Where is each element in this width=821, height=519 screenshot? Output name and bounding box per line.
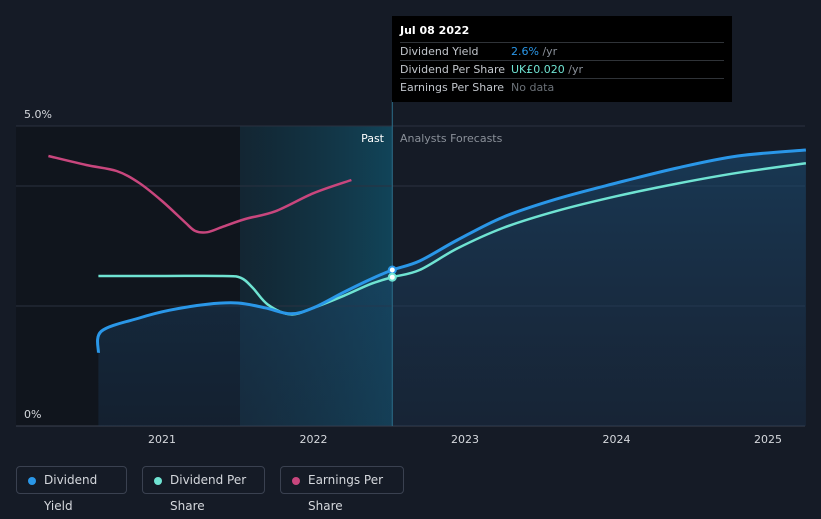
x-tick-label: 2022 [300,433,328,446]
tooltip-row-earnings-per-share: Earnings Per Share No data [400,78,724,96]
tooltip-date: Jul 08 2022 [400,24,470,37]
forecast-label: Analysts Forecasts [400,132,503,145]
x-axis-ticks: 2021 2022 2023 2024 2025 [148,433,782,446]
tooltip-label: Dividend Yield [400,45,479,58]
tooltip-unit: /yr [538,45,558,58]
dividend-yield-line [96,148,807,354]
x-tick-label: 2021 [148,433,176,446]
dividend-per-share-line [98,161,807,316]
chart: 5.0% 0% Past Analysts Forecasts 2021 2022… [16,100,807,446]
earnings-per-share-line [48,154,352,234]
legend-dot-icon [28,477,36,485]
legend-item-dividend-yield[interactable]: Dividend Yield [16,466,127,513]
tooltip-row-dividend-per-share: Dividend Per Share UK£0.020 /yr [400,60,724,78]
dividend-per-share-marker[interactable] [387,272,397,282]
y-tick-label-top: 5.0% [24,108,52,121]
tooltip-value: No data [511,81,555,94]
legend-dot-icon [154,477,162,485]
tooltip-unit: /yr [564,63,584,76]
tooltip-label: Dividend Per Share [400,63,506,76]
x-tick-label: 2023 [451,433,479,446]
dividend-yield-area [97,150,806,426]
dividend-yield-marker[interactable] [387,265,397,275]
y-tick-label-bottom: 0% [24,408,41,421]
tooltip-label: Earnings Per Share [400,81,505,94]
tooltip: Jul 08 2022 Dividend Yield 2.6% /yr Divid… [392,16,732,102]
tooltip-row-dividend-yield: Dividend Yield 2.6% /yr [400,42,724,60]
legend-item-dividend-per-share[interactable]: Dividend Per Share [142,466,265,513]
tooltip-value: 2.6% [511,45,539,58]
past-label: Past [361,132,385,145]
legend-dot-icon [292,477,300,485]
x-tick-label: 2024 [603,433,631,446]
x-tick-label: 2025 [754,433,782,446]
tooltip-value: UK£0.020 [511,63,565,76]
legend-item-earnings-per-share[interactable]: Earnings Per Share [280,466,404,513]
